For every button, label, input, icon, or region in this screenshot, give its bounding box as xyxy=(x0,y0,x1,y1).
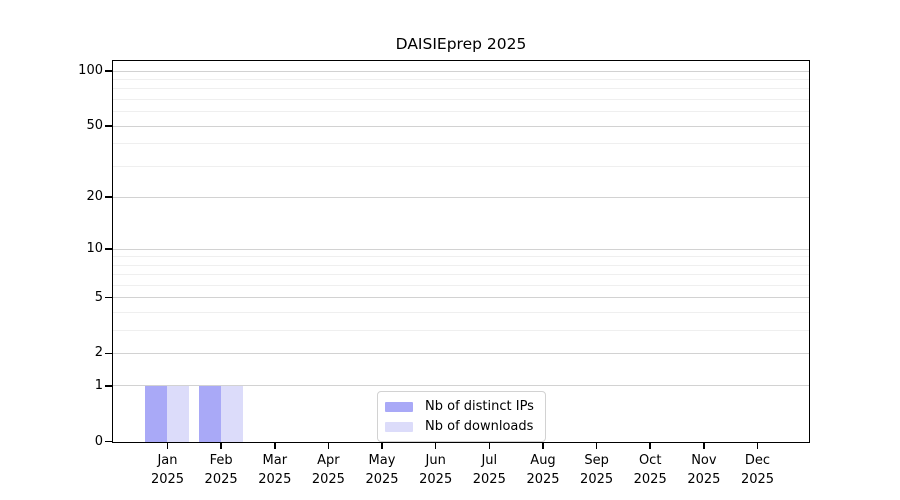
gridline-minor xyxy=(113,311,809,313)
legend-swatch-distinct-ips xyxy=(385,401,413,412)
gridline-minor xyxy=(113,99,809,100)
x-tick xyxy=(381,443,383,449)
x-tick xyxy=(756,443,759,449)
y-tick xyxy=(105,248,112,250)
gridline-minor xyxy=(113,256,809,258)
gridline-minor xyxy=(113,329,809,331)
y-tick xyxy=(105,125,112,127)
x-tick xyxy=(595,443,598,449)
legend: Nb of distinct IPs Nb of downloads xyxy=(377,391,546,442)
y-tick-label: 10 xyxy=(86,241,103,257)
y-tick xyxy=(105,70,112,72)
y-tick xyxy=(105,440,112,443)
plot-area: Nb of distinct IPs Nb of downloads xyxy=(112,60,810,443)
x-tick xyxy=(434,443,437,449)
gridline-major xyxy=(113,297,809,299)
x-tick-label: Aug 2025 xyxy=(526,453,560,487)
x-tick xyxy=(327,443,330,449)
gridline-major xyxy=(113,125,809,127)
gridline-major xyxy=(113,70,809,72)
x-tick-label: Apr 2025 xyxy=(311,453,345,487)
gridline-minor xyxy=(113,143,809,144)
x-tick xyxy=(220,443,222,449)
legend-item-distinct-ips: Nb of distinct IPs xyxy=(385,398,534,415)
gridline-minor xyxy=(113,284,809,286)
y-tick-label: 50 xyxy=(86,118,103,133)
x-tick xyxy=(488,443,491,449)
x-tick-label: Mar 2025 xyxy=(258,453,292,487)
legend-label-distinct-ips: Nb of distinct IPs xyxy=(425,399,534,414)
gridline-minor xyxy=(113,79,809,81)
y-tick-label: 0 xyxy=(94,433,103,449)
legend-swatch-downloads xyxy=(385,421,413,432)
x-tick xyxy=(166,443,169,449)
legend-item-downloads: Nb of downloads xyxy=(385,418,534,435)
gridline-minor xyxy=(113,165,809,167)
y-tick-label: 2 xyxy=(94,345,103,361)
y-tick-label: 100 xyxy=(78,63,103,79)
gridline-minor xyxy=(113,88,809,90)
x-tick xyxy=(703,443,705,449)
y-tick-label: 1 xyxy=(94,377,103,393)
x-tick-label: Nov 2025 xyxy=(687,453,721,487)
x-tick xyxy=(542,443,544,449)
y-tick xyxy=(105,296,112,299)
y-tick xyxy=(105,196,112,198)
x-tick-label: Sep 2025 xyxy=(580,453,614,487)
x-tick-label: Dec 2025 xyxy=(740,453,775,487)
gridline-major xyxy=(113,385,809,387)
x-tick-label: Jan 2025 xyxy=(150,453,185,487)
x-tick-label: Jun 2025 xyxy=(419,453,453,487)
x-tick xyxy=(649,443,651,449)
bar-distinct-ips xyxy=(198,386,221,442)
bar-downloads xyxy=(167,386,189,442)
x-tick-label: Oct 2025 xyxy=(633,453,667,487)
chart-title: DAISIEprep 2025 xyxy=(395,35,527,53)
gridline-major xyxy=(113,248,809,250)
y-tick xyxy=(105,385,112,387)
y-tick xyxy=(105,352,112,355)
y-tick-label: 20 xyxy=(86,189,103,205)
bar-distinct-ips xyxy=(145,386,167,442)
x-tick-label: Jul 2025 xyxy=(472,453,506,487)
y-tick-label: 5 xyxy=(94,289,103,305)
x-tick-label: Feb 2025 xyxy=(204,453,238,487)
x-tick xyxy=(274,443,276,449)
legend-label-downloads: Nb of downloads xyxy=(425,419,534,434)
gridline-minor xyxy=(113,264,809,266)
gridline-major xyxy=(113,352,809,354)
gridline-minor xyxy=(113,111,809,113)
gridline-minor xyxy=(113,274,809,276)
gridline-major xyxy=(113,196,809,198)
x-tick-label: May 2025 xyxy=(365,453,399,487)
bar-downloads xyxy=(220,386,243,442)
